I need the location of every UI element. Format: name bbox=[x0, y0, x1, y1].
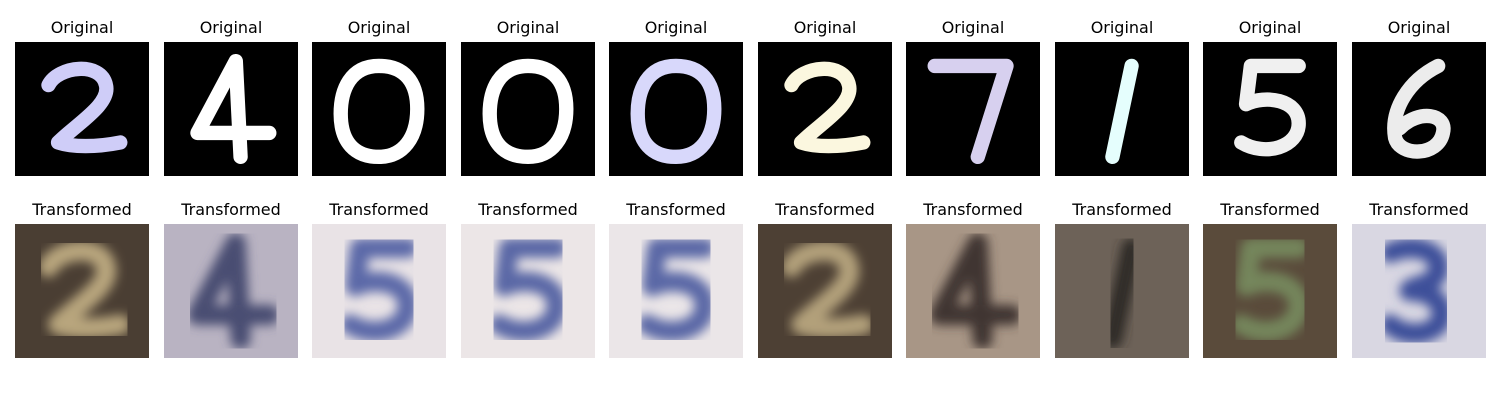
transformed-digit-stroke bbox=[781, 240, 874, 339]
original-panel-title: Original bbox=[496, 18, 560, 37]
transformed-panel-8: Transformed bbox=[1055, 200, 1189, 358]
transformed-digit-image-1 bbox=[15, 224, 149, 358]
original-panel-7: Original bbox=[906, 18, 1040, 176]
original-panel-title: Original bbox=[1238, 18, 1302, 37]
original-panel-1: Original bbox=[15, 18, 149, 176]
transformed-panel-title: Transformed bbox=[626, 200, 726, 219]
transformed-panel-2: Transformed bbox=[164, 200, 298, 358]
transformed-panel-9: Transformed bbox=[1203, 200, 1337, 358]
original-panel-title: Original bbox=[644, 18, 708, 37]
original-digit-stroke bbox=[1234, 58, 1306, 157]
original-digit-image-2 bbox=[164, 42, 298, 176]
transformed-digit-stroke bbox=[637, 237, 715, 342]
original-panel-title: Original bbox=[941, 18, 1005, 37]
transformed-digit-image-5 bbox=[609, 224, 743, 358]
transformed-digit-stroke bbox=[1380, 238, 1452, 344]
original-digit-image-4 bbox=[461, 42, 595, 176]
transformed-digit-stroke bbox=[38, 240, 131, 339]
transformed-digit-image-4 bbox=[461, 224, 595, 358]
original-digit-image-9 bbox=[1203, 42, 1337, 176]
original-digit-image-3 bbox=[312, 42, 446, 176]
transformed-digit-image-7 bbox=[906, 224, 1040, 358]
original-panel-title: Original bbox=[1090, 18, 1154, 37]
transformed-panel-4: Transformed bbox=[461, 200, 595, 358]
original-digit-image-6 bbox=[758, 42, 892, 176]
transformed-panel-6: Transformed bbox=[758, 200, 892, 358]
original-panel-9: Original bbox=[1203, 18, 1337, 176]
original-panel-3: Original bbox=[312, 18, 446, 176]
transformed-digit-image-3 bbox=[312, 224, 446, 358]
original-panel-title: Original bbox=[1387, 18, 1451, 37]
original-panel-4: Original bbox=[461, 18, 595, 176]
transformed-panel-title: Transformed bbox=[923, 200, 1023, 219]
transformed-digit-image-9 bbox=[1203, 224, 1337, 358]
transformed-digit-stroke bbox=[489, 237, 567, 342]
original-panel-2: Original bbox=[164, 18, 298, 176]
original-digit-stroke bbox=[927, 58, 1014, 165]
transformed-panel-title: Transformed bbox=[1369, 200, 1469, 219]
original-digit-stroke bbox=[482, 58, 574, 165]
original-panel-title: Original bbox=[347, 18, 411, 37]
original-panel-6: Original bbox=[758, 18, 892, 176]
transformed-digit-image-6 bbox=[758, 224, 892, 358]
transformed-panel-title: Transformed bbox=[478, 200, 578, 219]
transformed-panel-title: Transformed bbox=[1072, 200, 1172, 219]
transformed-digit-image-8 bbox=[1055, 224, 1189, 358]
transformed-panel-title: Transformed bbox=[32, 200, 132, 219]
transformed-digit-stroke bbox=[929, 233, 1022, 349]
original-digit-stroke bbox=[41, 61, 128, 154]
original-panel-10: Original bbox=[1352, 18, 1486, 176]
original-panel-title: Original bbox=[793, 18, 857, 37]
original-digit-stroke bbox=[1105, 58, 1139, 165]
original-panel-title: Original bbox=[199, 18, 263, 37]
original-digit-stroke bbox=[190, 53, 277, 165]
original-digit-stroke bbox=[1387, 58, 1451, 159]
original-digit-image-8 bbox=[1055, 42, 1189, 176]
transformed-panel-title: Transformed bbox=[1220, 200, 1320, 219]
original-panel-title: Original bbox=[50, 18, 114, 37]
original-digit-stroke bbox=[630, 58, 722, 165]
original-digit-stroke bbox=[784, 61, 871, 154]
transformed-panel-5: Transformed bbox=[609, 200, 743, 358]
transformed-panel-title: Transformed bbox=[329, 200, 429, 219]
row-transformed: Transformed Transformed Transformed Transfo… bbox=[0, 200, 1500, 358]
transformed-panel-1: Transformed bbox=[15, 200, 149, 358]
transformed-digit-stroke bbox=[340, 237, 418, 342]
transformed-panel-7: Transformed bbox=[906, 200, 1040, 358]
transformed-panel-3: Transformed bbox=[312, 200, 446, 358]
transformed-panel-title: Transformed bbox=[775, 200, 875, 219]
transformed-digit-image-2 bbox=[164, 224, 298, 358]
original-digit-image-1 bbox=[15, 42, 149, 176]
row-original: Original Original Original Original Original… bbox=[0, 18, 1500, 176]
original-digit-image-10 bbox=[1352, 42, 1486, 176]
transformed-panel-10: Transformed bbox=[1352, 200, 1486, 358]
transformed-digit-stroke bbox=[1231, 237, 1309, 342]
original-panel-5: Original bbox=[609, 18, 743, 176]
original-digit-image-5 bbox=[609, 42, 743, 176]
original-digit-image-7 bbox=[906, 42, 1040, 176]
transformed-panel-title: Transformed bbox=[181, 200, 281, 219]
original-digit-stroke bbox=[333, 58, 425, 165]
transformed-digit-stroke bbox=[187, 233, 280, 349]
transformed-digit-image-10 bbox=[1352, 224, 1486, 358]
transformed-digit-stroke bbox=[1102, 237, 1142, 349]
original-panel-8: Original bbox=[1055, 18, 1189, 176]
